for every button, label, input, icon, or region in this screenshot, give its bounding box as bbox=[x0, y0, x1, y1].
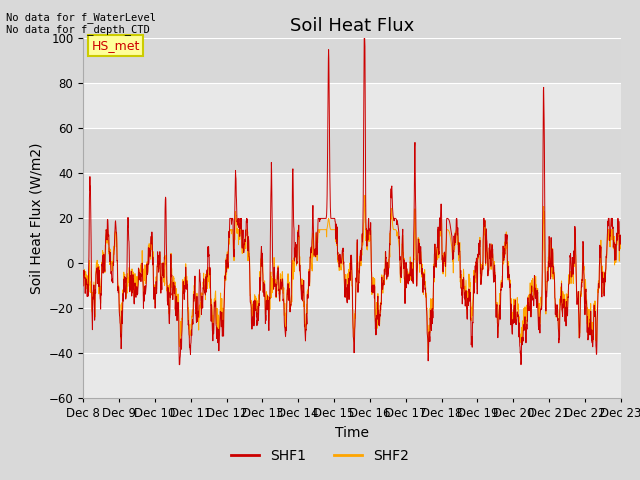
SHF1 bbox=[570, 262, 577, 267]
SHF1 bbox=[360, 36, 368, 41]
X-axis label: Time: Time bbox=[335, 426, 369, 440]
SHF2 bbox=[570, 265, 577, 271]
SHF1 bbox=[380, 279, 387, 285]
SHF2 bbox=[229, 231, 237, 237]
SHF1 bbox=[617, 241, 625, 247]
Bar bbox=[83, 264, 621, 308]
SHF1 bbox=[584, 331, 592, 337]
Title: Soil Heat Flux: Soil Heat Flux bbox=[290, 17, 414, 36]
SHF2 bbox=[361, 192, 369, 198]
Bar bbox=[83, 218, 621, 264]
Legend: SHF1, SHF2: SHF1, SHF2 bbox=[226, 443, 414, 468]
Bar bbox=[83, 38, 621, 84]
Bar bbox=[83, 84, 621, 128]
Bar bbox=[83, 128, 621, 173]
SHF2 bbox=[617, 246, 625, 252]
Y-axis label: Soil Heat Flux (W/m2): Soil Heat Flux (W/m2) bbox=[29, 143, 43, 294]
Text: HS_met: HS_met bbox=[92, 39, 140, 52]
SHF1 bbox=[79, 283, 87, 289]
Text: No data for f_WaterLevel
No data for f_depth_CTD: No data for f_WaterLevel No data for f_d… bbox=[6, 12, 156, 36]
Bar bbox=[83, 353, 621, 398]
Bar bbox=[83, 173, 621, 218]
SHF2 bbox=[508, 321, 516, 326]
Line: SHF2: SHF2 bbox=[83, 195, 621, 353]
Line: SHF1: SHF1 bbox=[83, 38, 621, 365]
SHF2 bbox=[380, 279, 387, 285]
SHF1 bbox=[229, 236, 237, 242]
SHF1 bbox=[175, 362, 183, 368]
SHF2 bbox=[79, 285, 87, 290]
SHF2 bbox=[424, 350, 432, 356]
SHF2 bbox=[367, 268, 375, 274]
SHF2 bbox=[584, 322, 592, 327]
SHF1 bbox=[508, 331, 516, 337]
Bar bbox=[83, 308, 621, 353]
SHF1 bbox=[368, 274, 376, 279]
